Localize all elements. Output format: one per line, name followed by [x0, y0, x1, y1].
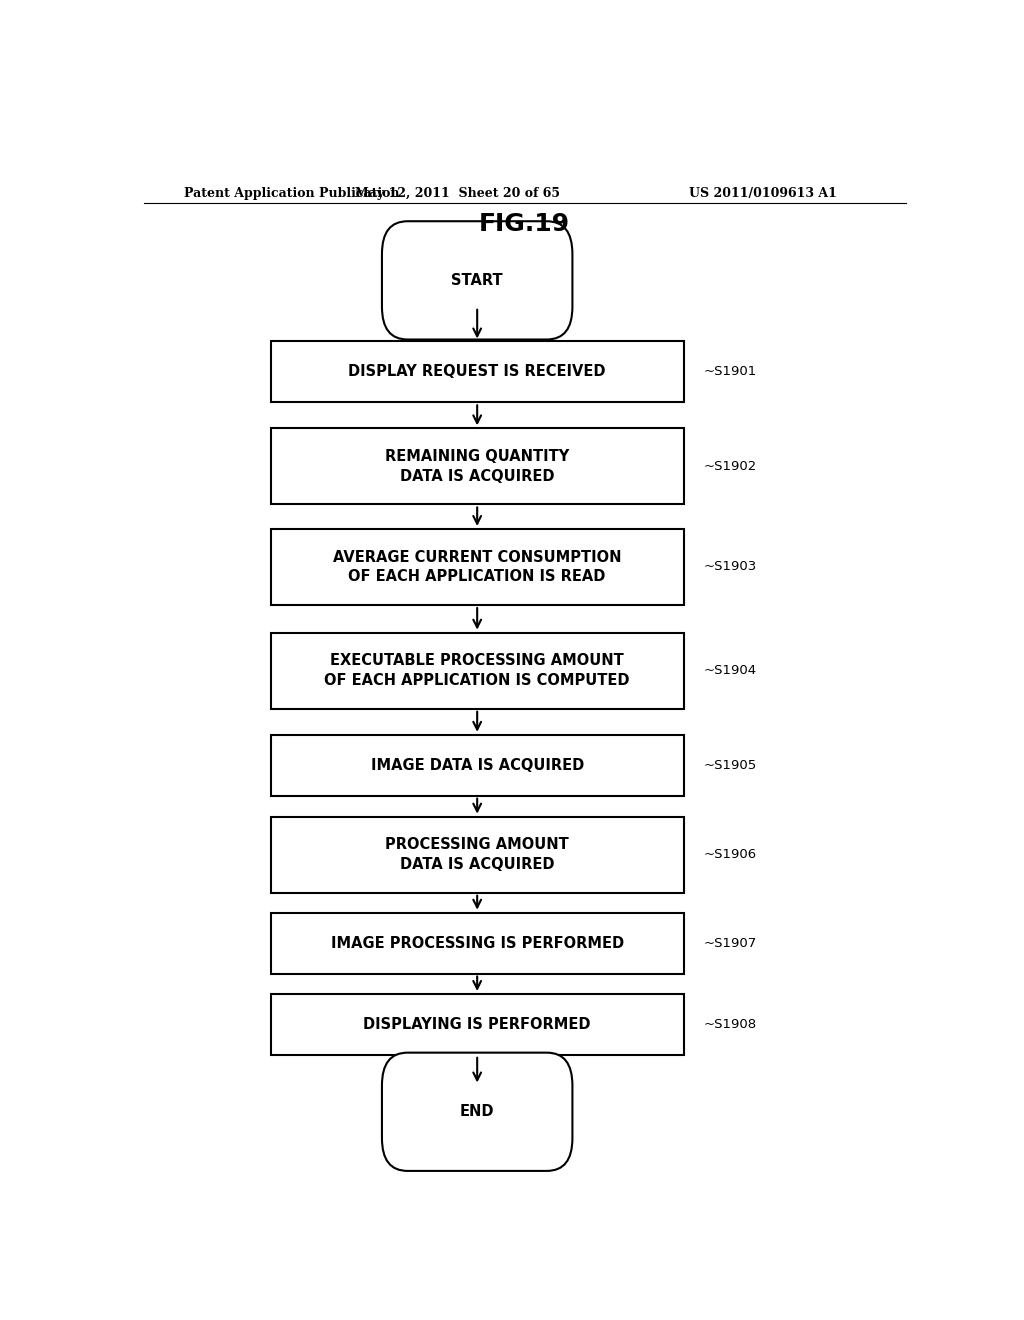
Bar: [270, 342, 684, 403]
Text: ~S1907: ~S1907: [703, 937, 757, 949]
Text: DISPLAY REQUEST IS RECEIVED: DISPLAY REQUEST IS RECEIVED: [348, 364, 606, 379]
FancyBboxPatch shape: [382, 222, 572, 339]
Text: FIG.19: FIG.19: [479, 213, 570, 236]
Text: ~S1903: ~S1903: [703, 561, 757, 573]
Text: ~S1904: ~S1904: [703, 664, 757, 677]
Text: ~S1906: ~S1906: [703, 849, 757, 861]
Text: END: END: [460, 1105, 495, 1119]
Text: Patent Application Publication: Patent Application Publication: [183, 187, 399, 201]
Bar: [270, 428, 684, 504]
Bar: [270, 735, 684, 796]
Bar: [270, 912, 684, 974]
Text: May 12, 2011  Sheet 20 of 65: May 12, 2011 Sheet 20 of 65: [355, 187, 560, 201]
Bar: [270, 632, 684, 709]
FancyBboxPatch shape: [382, 1052, 572, 1171]
Text: ~S1901: ~S1901: [703, 366, 757, 379]
Bar: [270, 529, 684, 605]
Text: PROCESSING AMOUNT
DATA IS ACQUIRED: PROCESSING AMOUNT DATA IS ACQUIRED: [385, 837, 569, 873]
Text: ~S1902: ~S1902: [703, 459, 757, 473]
Text: US 2011/0109613 A1: US 2011/0109613 A1: [689, 187, 837, 201]
Text: IMAGE PROCESSING IS PERFORMED: IMAGE PROCESSING IS PERFORMED: [331, 936, 624, 950]
Bar: [270, 817, 684, 892]
Bar: [270, 994, 684, 1055]
Text: ~S1908: ~S1908: [703, 1018, 757, 1031]
Text: EXECUTABLE PROCESSING AMOUNT
OF EACH APPLICATION IS COMPUTED: EXECUTABLE PROCESSING AMOUNT OF EACH APP…: [325, 653, 630, 688]
Text: ~S1905: ~S1905: [703, 759, 757, 772]
Text: AVERAGE CURRENT CONSUMPTION
OF EACH APPLICATION IS READ: AVERAGE CURRENT CONSUMPTION OF EACH APPL…: [333, 549, 622, 585]
Text: REMAINING QUANTITY
DATA IS ACQUIRED: REMAINING QUANTITY DATA IS ACQUIRED: [385, 449, 569, 483]
Text: DISPLAYING IS PERFORMED: DISPLAYING IS PERFORMED: [364, 1016, 591, 1032]
Text: START: START: [452, 273, 503, 288]
Text: IMAGE DATA IS ACQUIRED: IMAGE DATA IS ACQUIRED: [371, 758, 584, 772]
